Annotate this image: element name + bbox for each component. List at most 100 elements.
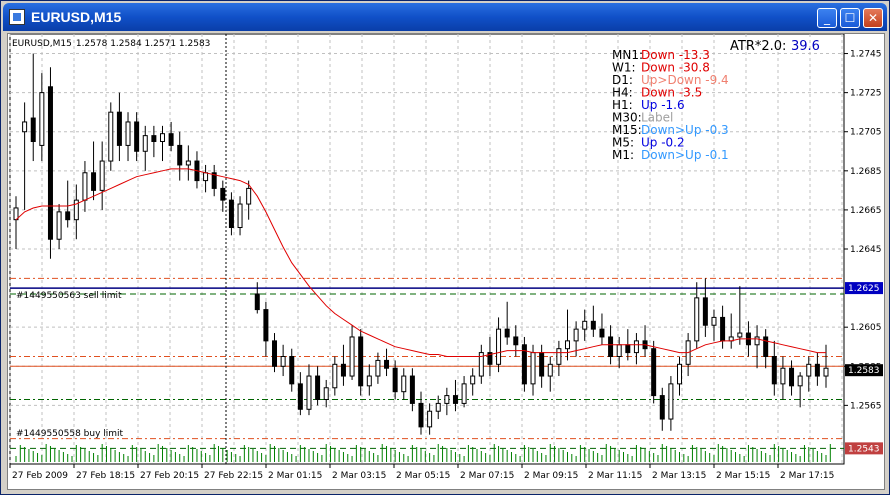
candle-body [487, 352, 493, 365]
candle [254, 282, 260, 314]
candle-body [280, 356, 286, 367]
candle [272, 333, 278, 373]
trend-value: Down -13.3 [641, 48, 710, 62]
candle [478, 344, 484, 384]
current-price-box [845, 364, 883, 377]
candle [780, 356, 786, 400]
candle-body [228, 199, 234, 229]
candle [418, 391, 424, 435]
title-bar[interactable]: EURUSD,M15 _ ☐ ✕ [3, 3, 887, 31]
price-tick-label: 1.2565 [850, 401, 882, 411]
candle [685, 333, 691, 377]
candle [297, 372, 303, 416]
candle-body [159, 133, 165, 142]
candle-body [530, 352, 536, 385]
time-tick-label: 2 Mar 13:15 [652, 471, 706, 481]
candle-body [789, 367, 795, 387]
candle [168, 121, 174, 152]
candle [47, 67, 53, 259]
candle-body [22, 121, 28, 133]
candle-body [702, 297, 708, 326]
candle-body [625, 344, 631, 354]
candle [651, 340, 657, 404]
chart-area[interactable]: EURUSD,M15 1.2578 1.2584 1.2571 1.2583 AT… [7, 33, 885, 490]
candle [349, 325, 355, 380]
time-tick-label: 27 Feb 22:15 [204, 471, 263, 481]
candle [771, 340, 777, 396]
candle-body [427, 410, 433, 428]
candle-body [168, 133, 174, 146]
candle-body [375, 359, 381, 377]
candle [315, 366, 321, 406]
candle-body [814, 363, 820, 377]
candle-body [203, 172, 209, 182]
candle-body [211, 172, 217, 189]
candle [177, 131, 183, 181]
time-tick-label: 27 Feb 20:15 [140, 471, 199, 481]
candle [720, 305, 726, 349]
trend-timeframe: M30: [612, 111, 642, 125]
candle [659, 387, 665, 431]
candle-body [711, 316, 717, 326]
candle [340, 344, 346, 386]
candle [73, 184, 79, 240]
trend-timeframe: M15: [612, 123, 642, 137]
candle-body [539, 352, 545, 377]
time-tick-label: 2 Mar 09:15 [524, 471, 578, 481]
close-button[interactable]: ✕ [863, 8, 883, 28]
candle-body [780, 367, 786, 385]
candles [13, 53, 829, 435]
candle-body [263, 309, 269, 342]
candle-body [323, 387, 329, 401]
candle-body [771, 356, 777, 385]
candle-body [590, 320, 596, 330]
candle [823, 344, 829, 388]
candle-body [720, 316, 726, 342]
price-tick-label: 1.2725 [850, 89, 882, 99]
candle [65, 180, 71, 228]
price-tick-label: 1.2605 [850, 323, 882, 333]
candle-body [754, 336, 760, 346]
candle [159, 125, 165, 162]
candle-body [677, 363, 683, 385]
price-chart[interactable]: EURUSD,M15 1.2578 1.2584 1.2571 1.2583 AT… [8, 33, 884, 489]
candle-body [737, 332, 743, 338]
candle-body [246, 187, 252, 205]
price-tick-label: 1.2745 [850, 50, 882, 60]
candle-body [599, 328, 605, 338]
trend-value: Down -3.5 [641, 86, 702, 100]
order-lines [10, 287, 844, 449]
candle-body [384, 359, 390, 369]
candle-body [332, 363, 338, 389]
candle [392, 360, 398, 400]
time-tick-label: 2 Mar 15:15 [716, 471, 770, 481]
maximize-button[interactable]: ☐ [840, 8, 860, 28]
candle-body [358, 336, 364, 387]
trend-value: Up -0.2 [641, 136, 685, 150]
candle [452, 379, 458, 412]
candle-body [39, 92, 45, 146]
candle-body [340, 363, 346, 377]
candle [263, 301, 269, 357]
candle-body [504, 328, 510, 338]
current-price-label: 1.2583 [848, 366, 880, 376]
candle-body [564, 340, 570, 350]
candle [401, 368, 407, 400]
candle [444, 387, 450, 416]
candle-body [452, 395, 458, 404]
atr-value: 39.6 [791, 39, 820, 54]
minimize-button[interactable]: _ [817, 8, 837, 28]
candle-body [513, 336, 519, 346]
candle [151, 125, 157, 158]
candle-body [289, 356, 295, 385]
candle [427, 403, 433, 435]
candle-body [470, 375, 476, 385]
candle [306, 364, 312, 416]
candle [539, 344, 545, 388]
sell-limit-price-box [845, 282, 883, 295]
candle-body [668, 383, 674, 420]
candle [564, 309, 570, 361]
candle [461, 376, 467, 408]
candle-body [521, 344, 527, 385]
candle [806, 356, 812, 392]
